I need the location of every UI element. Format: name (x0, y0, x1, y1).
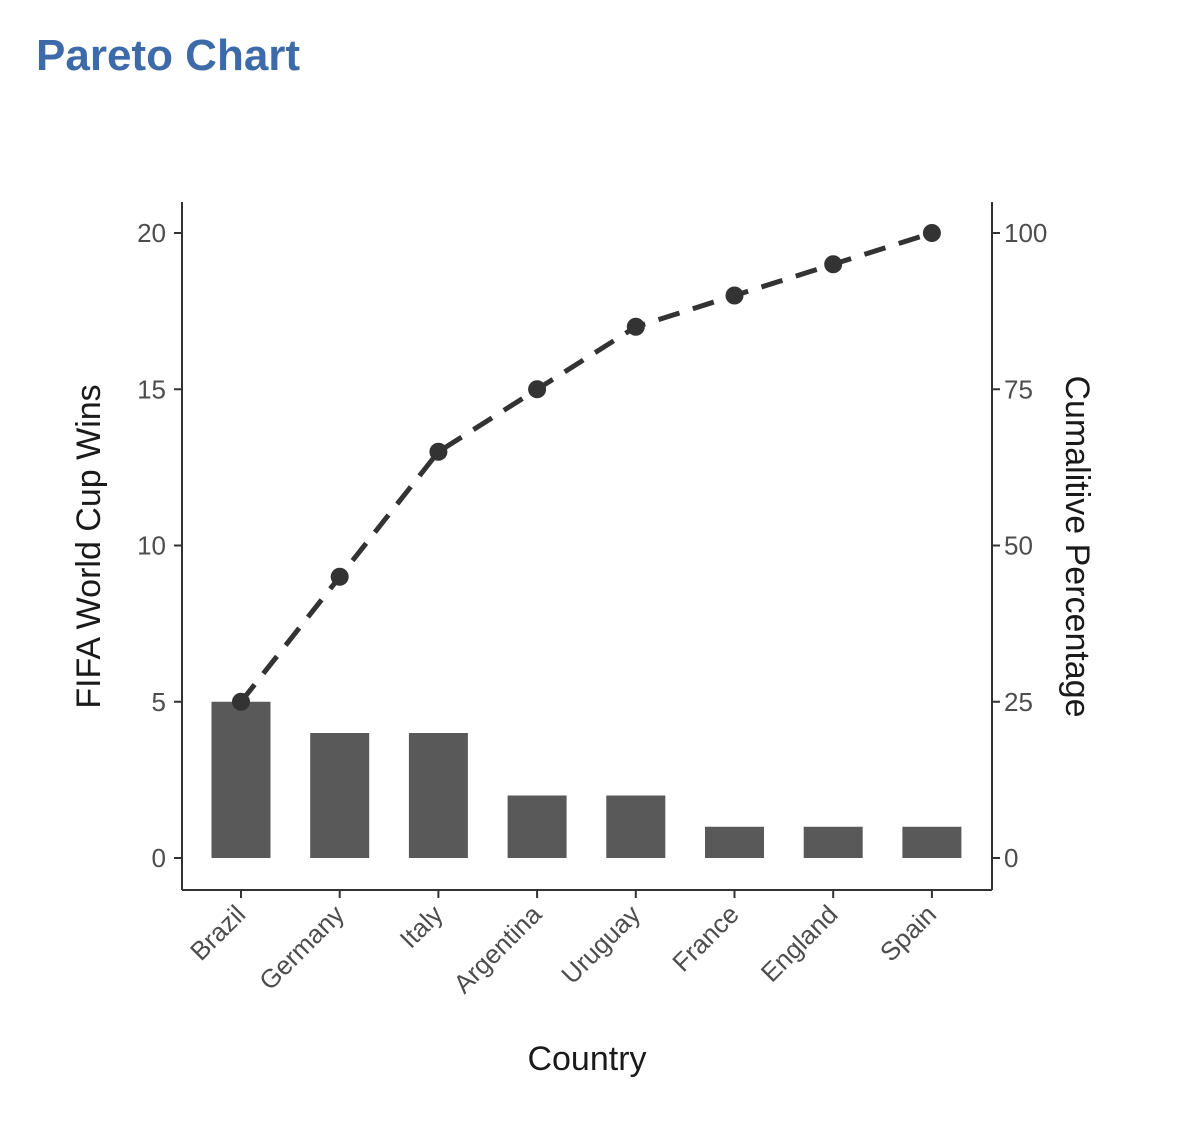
y-tick-label: 20 (137, 218, 166, 248)
cumulative-point-germany (330, 567, 349, 586)
cumulative-point-uruguay (626, 317, 645, 336)
y-tick-label: 15 (137, 374, 166, 404)
y2-tick-label: 75 (1004, 374, 1033, 404)
y2-tick-label: 100 (1004, 218, 1047, 248)
cumulative-point-argentina (528, 380, 547, 399)
bar-england (803, 826, 863, 858)
y-axis-title: FIFA World Cup Wins (70, 384, 108, 708)
y2-axis-title: Cumalitive Percentage (1058, 375, 1096, 717)
cumulative-point-italy (429, 442, 448, 461)
cumulative-line-layer (232, 224, 941, 711)
bar-germany (310, 733, 370, 858)
bar-italy (408, 733, 468, 858)
x-tick-label-uruguay: Uruguay (555, 899, 646, 990)
x-tick-label-italy: Italy (394, 899, 449, 954)
x-axis-title: Country (527, 1040, 646, 1078)
bar-brazil (211, 701, 271, 858)
y-tick-label: 5 (152, 687, 166, 717)
cumulative-point-france (725, 286, 744, 305)
bar-uruguay (606, 795, 666, 858)
y2-tick-label: 0 (1004, 843, 1018, 873)
x-tick-label-france: France (666, 899, 744, 977)
bars-layer (211, 701, 962, 858)
bar-france (705, 826, 764, 858)
cumulative-point-england (824, 255, 843, 274)
x-tick-label-argentina: Argentina (447, 899, 547, 999)
x-tick-label-brazil: Brazil (184, 899, 251, 966)
y-tick-label: 0 (152, 843, 166, 873)
axes-layer: 0 5 10 15 20 0 25 50 75 100 Brazil Germany ItalyArge… (137, 202, 1047, 999)
x-tick-label-germany: Germany (253, 899, 350, 996)
cumulative-line (239, 230, 933, 704)
x-tick-label-spain: Spain (874, 899, 942, 967)
y2-tick-label: 25 (1004, 687, 1033, 717)
bar-spain (902, 826, 962, 858)
cumulative-point-spain (922, 224, 941, 242)
y-tick-label: 10 (137, 531, 166, 561)
y2-tick-label: 50 (1004, 531, 1033, 561)
page-title: Pareto Chart (36, 31, 301, 80)
cumulative-point-brazil (232, 692, 250, 711)
x-tick-label-england: England (755, 899, 844, 988)
bar-argentina (507, 795, 567, 858)
